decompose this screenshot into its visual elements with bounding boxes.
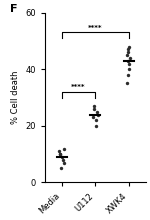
Y-axis label: % Cell death: % Cell death [11, 71, 20, 124]
Point [58, 150, 60, 153]
Point [97, 113, 99, 116]
Point [60, 167, 62, 170]
Point [127, 48, 129, 51]
Point [128, 56, 131, 60]
Point [92, 104, 95, 108]
Point [127, 51, 129, 54]
Point [61, 155, 63, 159]
Point [59, 152, 61, 156]
Point [62, 147, 65, 150]
Point [62, 158, 64, 162]
Point [126, 53, 128, 57]
Point [96, 110, 98, 114]
Point [63, 161, 65, 164]
Text: F: F [9, 4, 17, 14]
Point [95, 118, 98, 122]
Point [95, 124, 97, 128]
Point [128, 68, 130, 71]
Point [127, 73, 129, 77]
Point [126, 82, 129, 85]
Point [128, 62, 130, 65]
Point [59, 152, 61, 156]
Point [93, 107, 95, 111]
Point [127, 59, 129, 62]
Point [128, 45, 130, 48]
Text: ****: **** [71, 84, 86, 90]
Point [92, 116, 94, 119]
Text: ****: **** [88, 25, 103, 31]
